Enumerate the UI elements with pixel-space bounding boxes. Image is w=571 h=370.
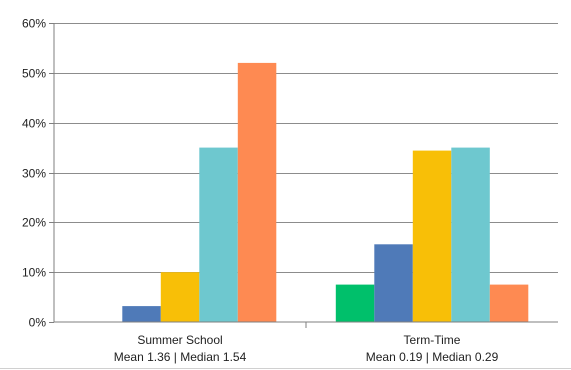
category-label: Summer School: [137, 333, 222, 347]
category-stats-label: Mean 1.36 | Median 1.54: [114, 350, 247, 364]
bar: [489, 284, 529, 322]
bar: [122, 306, 161, 322]
y-tick-label: 30%: [22, 167, 46, 181]
bar: [160, 272, 200, 322]
y-tick-label: 60%: [22, 17, 46, 31]
y-tick-label: 20%: [22, 216, 46, 230]
bar: [412, 150, 452, 322]
bar: [335, 284, 375, 322]
bar: [237, 62, 277, 323]
bar: [374, 244, 413, 322]
y-tick-label: 0%: [29, 316, 47, 330]
x-axis-categories: Summer School Mean 1.36 | Median 1.54 Term…: [114, 322, 499, 364]
category-stats-label: Mean 0.19 | Median 0.29: [366, 350, 499, 364]
y-tick-label: 50%: [22, 67, 46, 81]
bars: [122, 62, 529, 323]
y-tick-label: 10%: [22, 266, 46, 280]
bar: [451, 147, 490, 322]
category-label: Term-Time: [404, 333, 461, 347]
y-tick-label: 40%: [22, 117, 46, 131]
gridlines: [54, 23, 558, 273]
y-axis-ticks: 0% 10% 20% 30% 40% 50% 60%: [22, 17, 54, 330]
bar: [199, 147, 238, 322]
